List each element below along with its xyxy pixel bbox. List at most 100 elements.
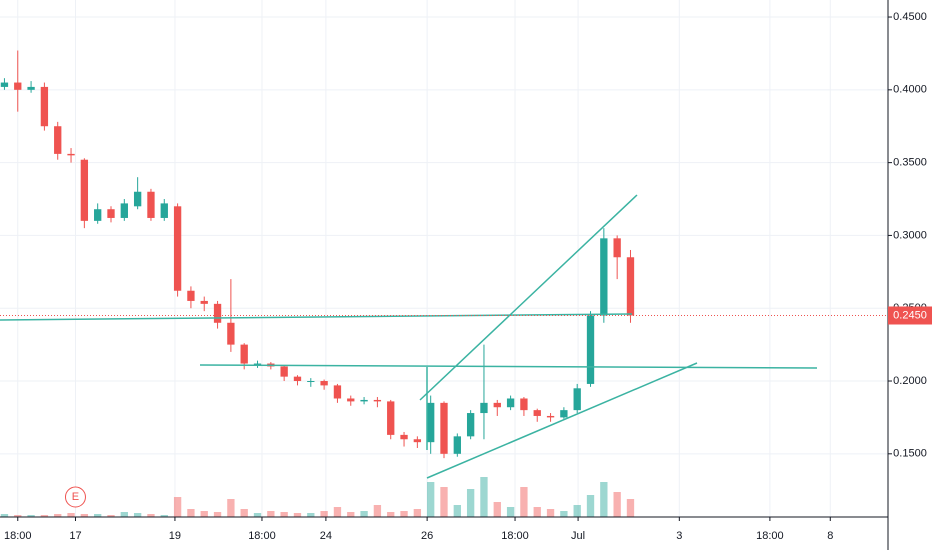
volume-bar xyxy=(40,515,49,517)
volume-bar xyxy=(480,477,488,517)
candle-body xyxy=(94,209,102,221)
candle-body xyxy=(14,82,22,90)
volume-bar xyxy=(560,511,568,517)
volume-layer xyxy=(0,477,635,517)
candle-body xyxy=(147,191,155,218)
volume-bar xyxy=(187,509,195,517)
volume-bar xyxy=(267,511,275,517)
volume-bar xyxy=(573,505,581,517)
volume-bar xyxy=(227,499,235,517)
volume-bar xyxy=(333,507,342,517)
candle-body xyxy=(173,206,182,291)
x-tick-label: 24 xyxy=(320,530,332,542)
candle-body xyxy=(480,402,488,414)
candle-body xyxy=(240,344,248,364)
volume-bar xyxy=(253,513,262,517)
candle-body xyxy=(80,159,89,221)
volume-bar xyxy=(54,514,62,517)
candle-body xyxy=(427,402,435,443)
volume-bar xyxy=(94,514,102,517)
volume-bar xyxy=(27,515,35,517)
axes: 0.15000.20000.25000.30000.35000.40000.45… xyxy=(0,11,932,542)
trend-line xyxy=(199,364,818,369)
volume-bar xyxy=(173,497,182,517)
candle-body xyxy=(600,238,608,316)
candle-body xyxy=(27,86,35,90)
volume-bar xyxy=(133,513,142,517)
candle-body xyxy=(213,303,222,323)
candle-body xyxy=(546,415,555,418)
volume-bar xyxy=(626,499,635,517)
trend-line xyxy=(0,313,633,321)
event-marker-label: E xyxy=(72,491,79,503)
y-tick-label: 0.4500 xyxy=(893,11,927,23)
candle-body xyxy=(400,434,408,440)
x-tick-label: 18:00 xyxy=(756,530,784,542)
volume-bar xyxy=(400,511,408,517)
x-tick-label: 18:00 xyxy=(4,530,32,542)
candle-body xyxy=(626,257,635,316)
candle-body xyxy=(493,402,501,408)
x-tick-label: 18:00 xyxy=(248,530,276,542)
volume-bar xyxy=(293,513,302,517)
candle-body xyxy=(120,203,128,218)
y-tick-label: 0.3000 xyxy=(893,229,927,241)
volume-bar xyxy=(213,512,222,517)
volume-bar xyxy=(280,512,288,517)
y-tick-label: 0.4000 xyxy=(893,84,927,96)
volume-bar xyxy=(120,512,128,517)
last-price-box xyxy=(888,306,932,325)
candle-body xyxy=(280,366,288,377)
candle-body xyxy=(573,388,581,411)
volume-bar xyxy=(613,492,621,517)
volume-bar xyxy=(360,511,368,517)
candle-body xyxy=(54,126,62,154)
volume-bar xyxy=(240,509,248,517)
volume-bar xyxy=(387,512,395,517)
volume-bar xyxy=(147,514,155,517)
volume-bar xyxy=(427,482,435,517)
x-tick-label: 8 xyxy=(827,530,833,542)
candle-body xyxy=(520,398,528,411)
candle-body xyxy=(466,413,475,437)
candle-body xyxy=(613,238,621,258)
volume-bar xyxy=(0,514,9,517)
volume-bar xyxy=(466,489,475,517)
volume-bar xyxy=(347,512,355,517)
x-tick-label: 18:00 xyxy=(501,530,529,542)
volume-bar xyxy=(440,487,448,517)
candle-body xyxy=(320,381,328,386)
volume-bar xyxy=(200,511,208,517)
volume-bar xyxy=(520,487,528,517)
trend-line xyxy=(426,362,698,479)
x-tick-label: Jul xyxy=(571,530,585,542)
volume-bar xyxy=(320,511,328,517)
candle-body xyxy=(347,398,355,402)
candle-body xyxy=(440,402,448,454)
volume-bar xyxy=(600,482,608,517)
candle-body xyxy=(373,399,382,402)
y-tick-label: 0.3500 xyxy=(893,157,927,169)
volume-bar xyxy=(160,515,168,517)
candle-body xyxy=(506,398,515,408)
volume-bar xyxy=(307,513,315,517)
volume-bar xyxy=(80,514,89,517)
candle-body xyxy=(333,385,342,399)
candle-body xyxy=(360,399,368,402)
volume-bar xyxy=(67,513,75,517)
volume-bar xyxy=(506,507,515,517)
candle-body xyxy=(533,410,541,416)
x-tick-label: 17 xyxy=(69,530,81,542)
last-price-label: 0.2450 xyxy=(893,309,927,321)
volume-bar xyxy=(533,507,541,517)
candle-body xyxy=(160,203,168,218)
candle-body xyxy=(413,439,422,443)
candle-body xyxy=(307,381,315,383)
volume-bar xyxy=(453,505,461,517)
candle-body xyxy=(67,153,75,156)
trend-line xyxy=(419,194,638,401)
volume-bar xyxy=(413,509,422,517)
candle-body xyxy=(293,376,302,382)
candle-body xyxy=(107,209,115,218)
